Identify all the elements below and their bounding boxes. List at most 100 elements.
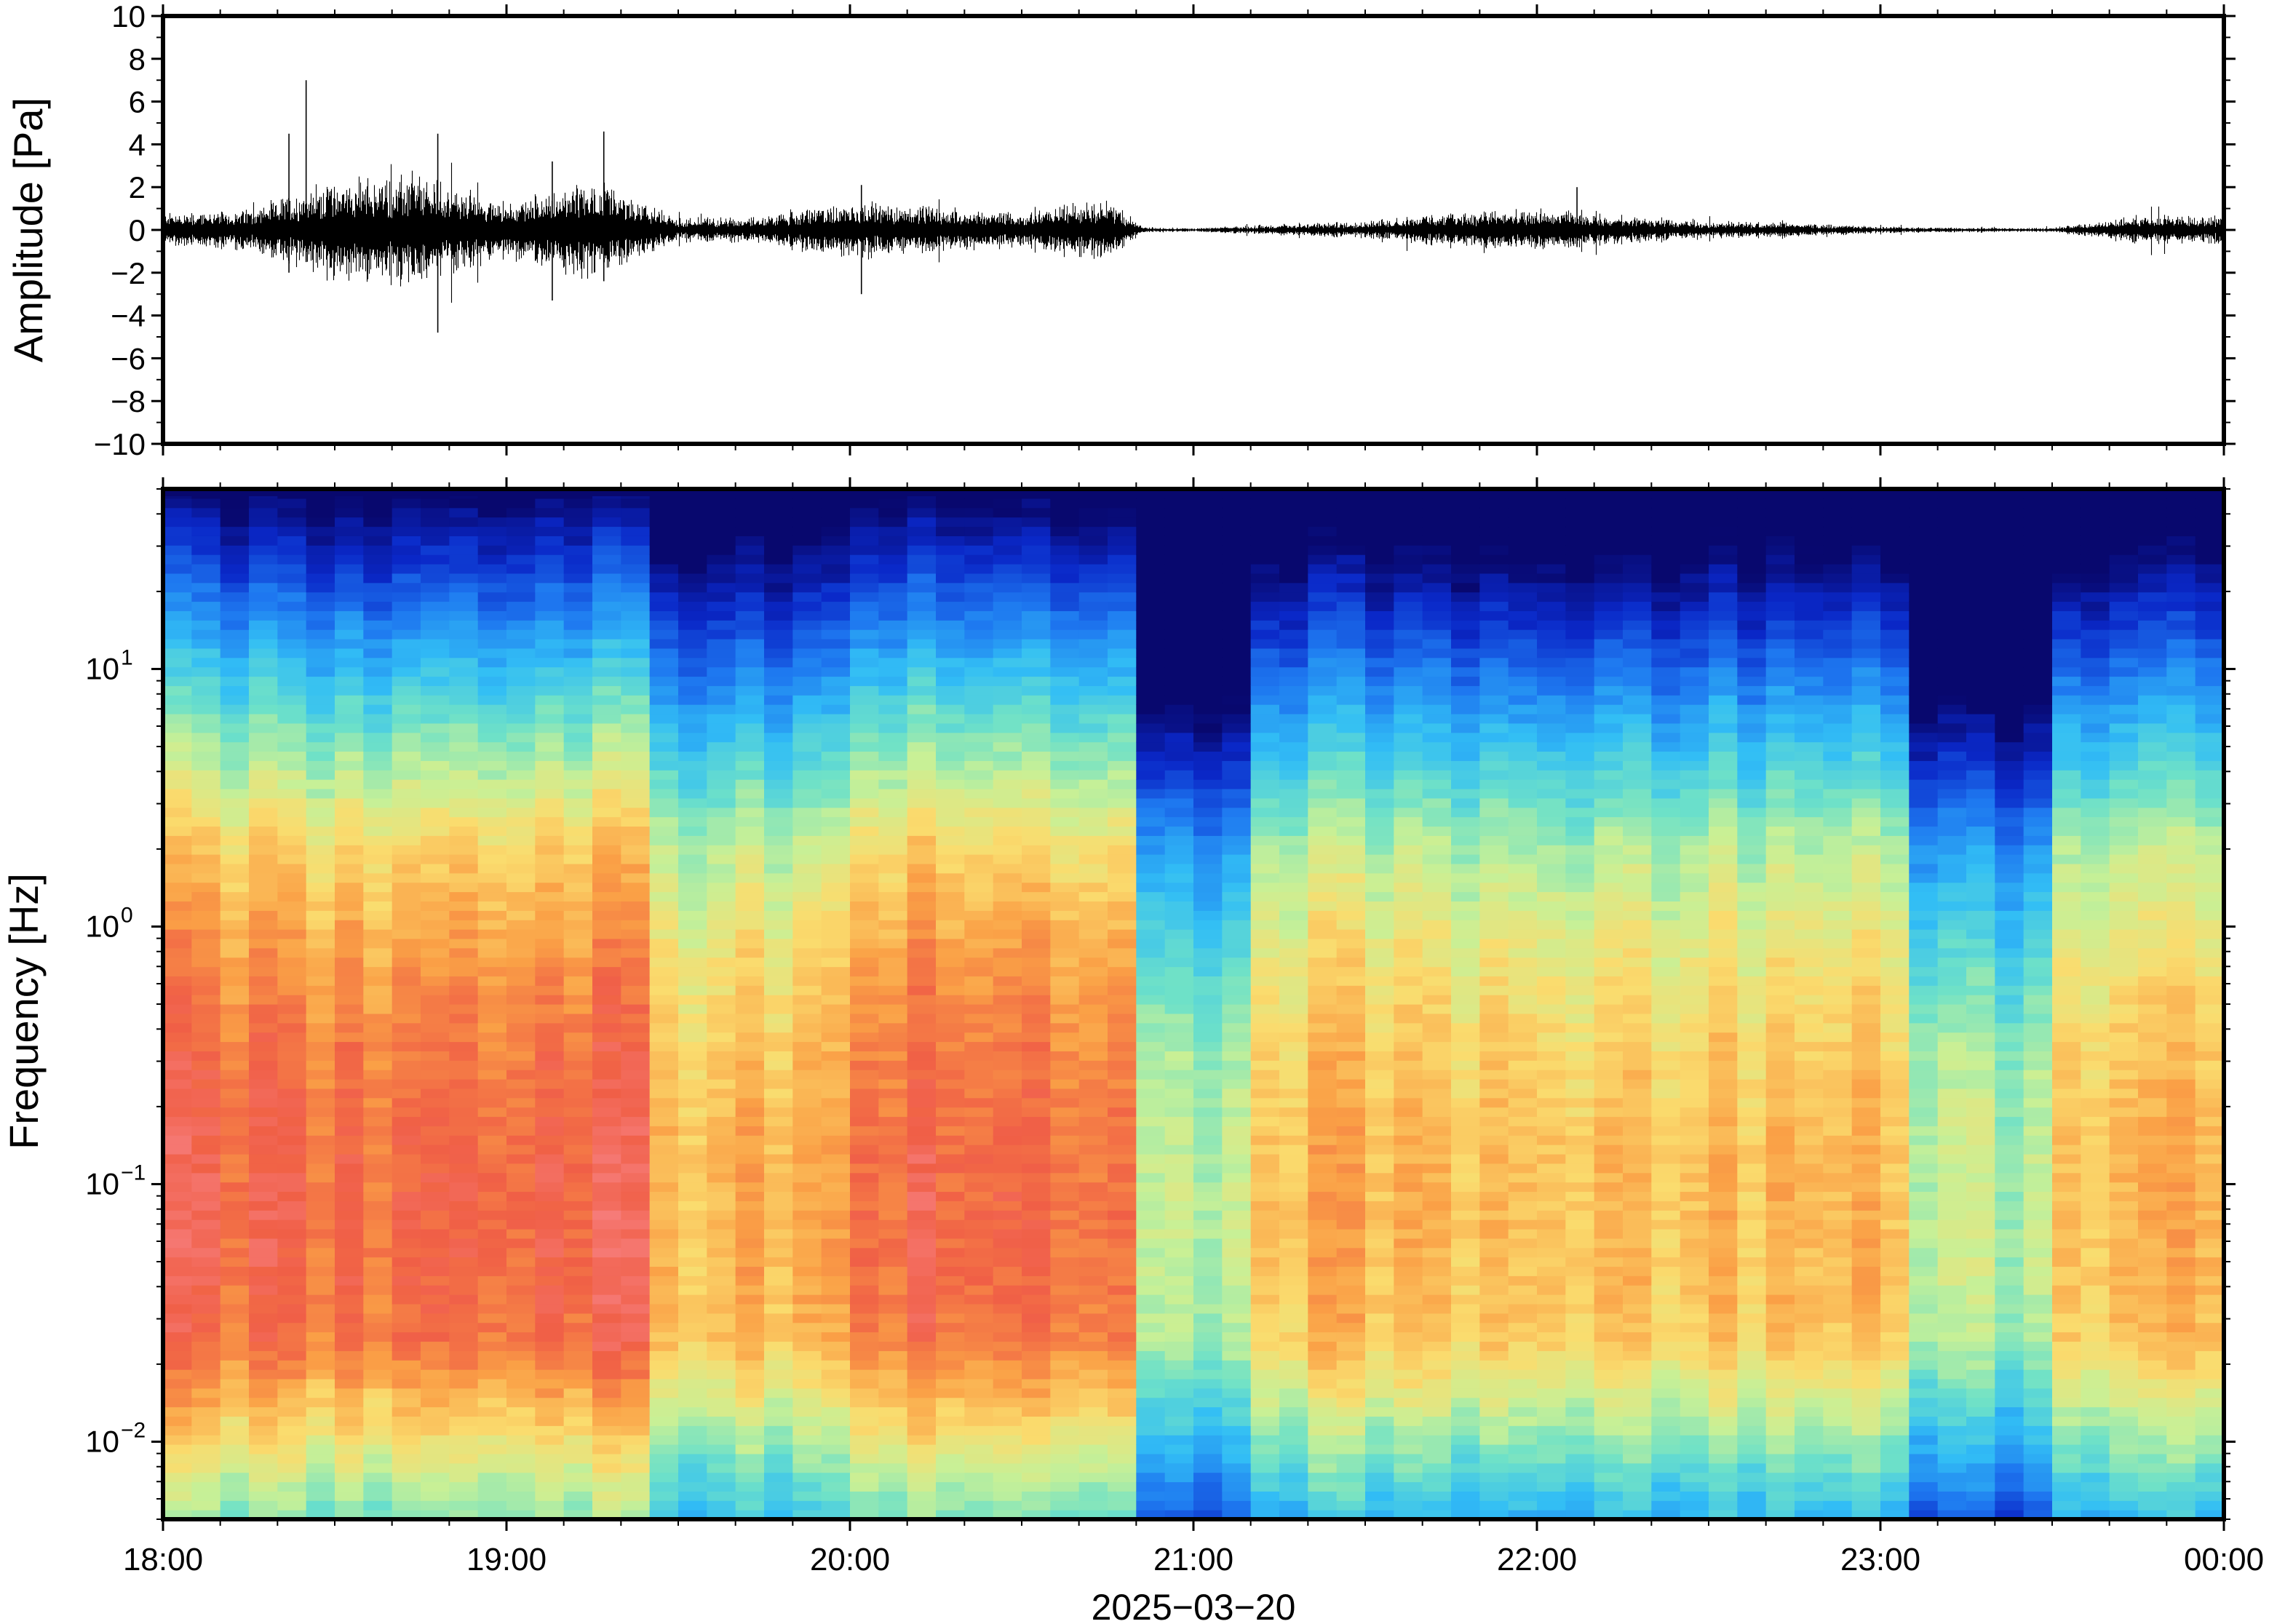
spectrogram-cell [707, 1397, 736, 1408]
spectrogram-cell [878, 816, 908, 827]
spectrogram-cell [907, 1135, 937, 1145]
spectrogram-cell [907, 1322, 937, 1333]
spectrogram-cell [449, 751, 479, 761]
spectrogram-cell [878, 770, 908, 780]
spectrogram-cell [535, 1107, 565, 1118]
spectrogram-cell [764, 1472, 793, 1483]
spectrogram-cell [335, 517, 364, 528]
spectrogram-cell [1250, 1444, 1280, 1454]
spectrogram-cell [392, 1472, 421, 1483]
spectrogram-cell [621, 666, 651, 677]
spectrogram-cell [506, 1453, 536, 1464]
spectrogram-cell [249, 797, 278, 808]
spectrogram-cell [735, 723, 765, 733]
spectrogram-cell [1279, 1228, 1308, 1239]
spectrogram-cell [678, 1219, 707, 1230]
spectrogram-cell [964, 901, 994, 911]
spectrogram-cell [306, 854, 335, 864]
spectrogram-cell [821, 732, 851, 743]
spectrogram-cell [621, 1153, 651, 1164]
spectrogram-cell [936, 891, 965, 901]
spectrogram-cell [1336, 1022, 1366, 1033]
spectrogram-cell [335, 1388, 364, 1398]
spectrogram-cell [306, 1266, 335, 1276]
spectrogram-cell [936, 1182, 965, 1193]
spectrogram-cell [306, 620, 335, 630]
spectrogram-cell [506, 1032, 536, 1043]
spectrogram-cell [506, 845, 536, 855]
spectrogram-cell [163, 1303, 192, 1314]
spectrogram-cell [1193, 610, 1223, 621]
spectrogram-cell [1279, 1416, 1308, 1426]
spectrogram-cell [449, 1191, 479, 1201]
spectrogram-cell [421, 507, 450, 518]
spectrogram-cell [1279, 1097, 1308, 1108]
spectrogram-cell [678, 1416, 707, 1426]
spectrogram-cell [392, 854, 421, 864]
spectrogram-cell [649, 1041, 679, 1051]
spectrogram-cell [363, 1041, 393, 1051]
spectrogram-cell [535, 1397, 565, 1408]
spectrogram-cell [792, 1294, 822, 1305]
spectrogram-cell [964, 995, 994, 1005]
spectrogram-cell [506, 751, 536, 761]
spectrogram-cell [964, 1472, 994, 1483]
spectrogram-cell [649, 835, 679, 845]
spectrogram-cell [1365, 816, 1394, 827]
spectrogram-cell [649, 526, 679, 536]
spectrogram-cell [1078, 536, 1108, 546]
spectrogram-cell [1308, 1172, 1338, 1183]
spectrogram-cell [1394, 1294, 1423, 1305]
spectrogram-cell [735, 1145, 765, 1155]
spectrogram-cell [1108, 1153, 1137, 1164]
spectrogram-cell [1022, 1238, 1051, 1249]
spectrogram-cell [363, 1088, 393, 1099]
spectrogram-cell [1394, 601, 1423, 611]
spectrogram-cell [1250, 620, 1280, 630]
spectrogram-cell [621, 657, 651, 668]
spectrogram-cell [1394, 695, 1423, 705]
spectrogram-cell [792, 1444, 822, 1454]
spectrogram-cell [163, 929, 192, 939]
spectrogram-cell [1250, 1004, 1280, 1014]
spectrogram-cell [249, 638, 278, 649]
spectrogram-cell [678, 1388, 707, 1398]
spectrogram-cell [249, 1191, 278, 1201]
spectrogram-cell [1279, 1219, 1308, 1230]
spectrogram-cell [678, 1210, 707, 1220]
spectrogram-cell [563, 1088, 593, 1099]
spectrogram-cell [678, 1360, 707, 1370]
spectrogram-cell [678, 1201, 707, 1211]
spectrogram-cell [907, 638, 937, 649]
spectrogram-cell [1136, 1145, 1166, 1155]
spectrogram-cell [392, 1257, 421, 1267]
spectrogram-cell [449, 1210, 479, 1220]
spectrogram-cell [821, 1238, 851, 1249]
spectrogram-cell [1050, 995, 1080, 1005]
spectrogram-cell [1365, 629, 1394, 640]
spectrogram-cell [535, 760, 565, 771]
spectrogram-cell [563, 676, 593, 686]
spectrogram-cell [163, 1022, 192, 1033]
spectrogram-cell [707, 723, 736, 733]
spectrogram-cell [592, 1369, 621, 1380]
spectrogram-cell [421, 1145, 450, 1155]
spectrogram-cell [506, 1070, 536, 1080]
spectrogram-cell [1136, 732, 1166, 743]
spectrogram-cell [1279, 929, 1308, 939]
spectrogram-cell [277, 1266, 307, 1276]
spectrogram-cell [850, 938, 879, 949]
spectrogram-cell [707, 1219, 736, 1230]
spectrogram-cell [306, 1145, 335, 1155]
spectrogram-cell [621, 704, 651, 715]
spectrogram-cell [1308, 807, 1338, 818]
spectrogram-cell [1308, 741, 1338, 752]
spectrogram-cell [335, 1266, 364, 1276]
spectrogram-cell [821, 676, 851, 686]
spectrogram-cell [821, 1191, 851, 1201]
spectrogram-cell [1422, 1107, 1452, 1118]
spectrogram-cell [621, 620, 651, 630]
spectrogram-cell [306, 1172, 335, 1183]
spectrogram-cell [1336, 536, 1366, 546]
spectrogram-cell [163, 723, 192, 733]
